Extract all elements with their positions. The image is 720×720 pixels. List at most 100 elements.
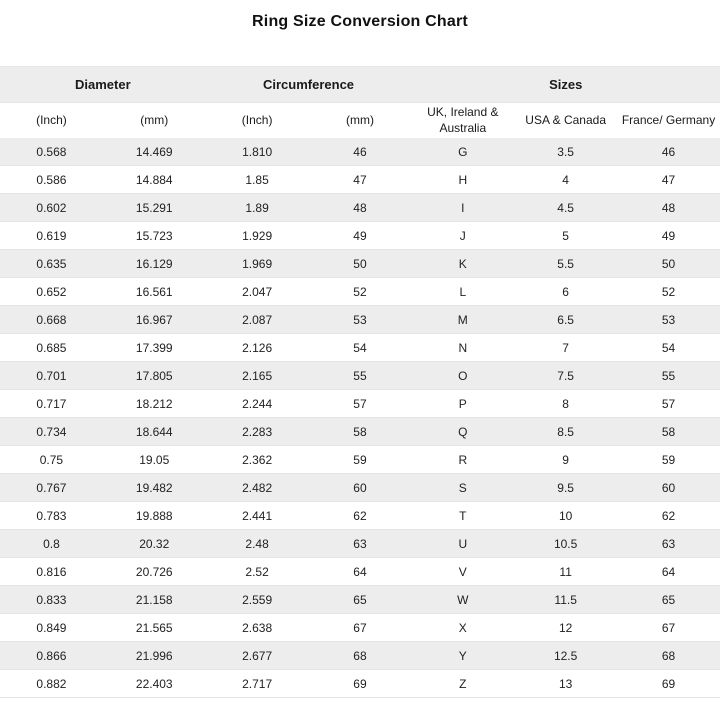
column-header-uk-ireland-australia: UK, Ireland & Australia [411,102,515,138]
table-cell: 2.717 [205,669,309,698]
table-cell: 2.52 [205,557,309,586]
group-header-circumference: Circumference [205,66,412,103]
table-cell: Y [411,641,515,670]
table-cell: 0.586 [0,165,103,194]
table-cell: 47 [308,165,412,194]
table-cell: 16.561 [102,277,206,306]
table-cell: 55 [617,361,720,390]
table-cell: 60 [308,473,412,502]
table-cell: L [411,277,515,306]
table-cell: 0.619 [0,221,103,250]
table-cell: 64 [617,557,720,586]
table-cell: 22.403 [102,669,206,698]
table-cell: 0.866 [0,641,103,670]
table-cell: O [411,361,515,390]
table-cell: Z [411,669,515,698]
table-cell: 50 [308,249,412,278]
table-cell: 6.5 [514,305,618,334]
table-cell: 62 [308,501,412,530]
table-cell: 21.996 [102,641,206,670]
table-cell: 17.805 [102,361,206,390]
table-cell: 0.734 [0,417,103,446]
table-cell: 20.32 [102,529,206,558]
table-row: 0.734 18.644 2.283 58 Q 8.5 58 [0,417,720,446]
table-cell: 54 [308,333,412,362]
table-cell: 58 [308,417,412,446]
table-cell: 0.783 [0,501,103,530]
group-header-diameter: Diameter [0,66,206,103]
table-cell: K [411,249,515,278]
table-cell: 0.849 [0,613,103,642]
table-cell: 48 [617,193,720,222]
table-cell: U [411,529,515,558]
group-header-sizes: Sizes [411,66,720,103]
table-cell: 1.89 [205,193,309,222]
table-cell: 47 [617,165,720,194]
table-cell: 64 [308,557,412,586]
table-cell: 52 [308,277,412,306]
table-cell: 16.967 [102,305,206,334]
table-cell: 46 [617,138,720,166]
table-row: 0.668 16.967 2.087 53 M 6.5 53 [0,305,720,334]
table-cell: 0.882 [0,669,103,698]
table-row: 0.701 17.805 2.165 55 O 7.5 55 [0,361,720,390]
table-cell: 14.884 [102,165,206,194]
table-row: 0.586 14.884 1.85 47 H 4 47 [0,165,720,194]
table-cell: 13 [514,669,618,698]
table-cell: 20.726 [102,557,206,586]
table-cell: S [411,473,515,502]
table-cell: 2.362 [205,445,309,474]
table-cell: 2.48 [205,529,309,558]
table-cell: 0.8 [0,529,103,558]
table-cell: 50 [617,249,720,278]
group-header-row: Diameter Circumference Sizes [0,66,720,103]
table-cell: 14.469 [102,138,206,166]
table-cell: 2.677 [205,641,309,670]
table-cell: 2.559 [205,585,309,614]
table-cell: 0.652 [0,277,103,306]
table-cell: 0.568 [0,138,103,166]
table-cell: J [411,221,515,250]
table-cell: 11 [514,557,618,586]
table-cell: 49 [617,221,720,250]
table-cell: 0.816 [0,557,103,586]
table-cell: 0.602 [0,193,103,222]
table-cell: W [411,585,515,614]
table-cell: Q [411,417,515,446]
table-cell: 15.291 [102,193,206,222]
table-cell: 9 [514,445,618,474]
table-cell: 57 [617,389,720,418]
table-row: 0.783 19.888 2.441 62 T 10 62 [0,501,720,530]
table-cell: 67 [308,613,412,642]
table-cell: 2.482 [205,473,309,502]
table-row: 0.717 18.212 2.244 57 P 8 57 [0,389,720,418]
table-cell: 0.685 [0,333,103,362]
column-header-usa-canada: USA & Canada [514,102,618,138]
table-row: 0.685 17.399 2.126 54 N 7 54 [0,333,720,362]
table-cell: H [411,165,515,194]
table-cell: 19.482 [102,473,206,502]
table-row: 0.866 21.996 2.677 68 Y 12.5 68 [0,641,720,670]
table-row: 0.849 21.565 2.638 67 X 12 67 [0,613,720,642]
column-header-inch: (Inch) [205,102,309,138]
table-cell: G [411,138,515,166]
table-cell: 48 [308,193,412,222]
table-cell: 0.75 [0,445,103,474]
column-header-mm: (mm) [308,102,412,138]
table-cell: M [411,305,515,334]
table-cell: 68 [617,641,720,670]
table-cell: 2.087 [205,305,309,334]
table-cell: 18.644 [102,417,206,446]
table-cell: 7.5 [514,361,618,390]
table-cell: 69 [617,669,720,698]
table-cell: 19.888 [102,501,206,530]
table-cell: 2.126 [205,333,309,362]
table-cell: 2.283 [205,417,309,446]
table-cell: R [411,445,515,474]
table-cell: 60 [617,473,720,502]
table-cell: 62 [617,501,720,530]
table-header: Diameter Circumference Sizes (Inch) (mm) (In… [0,66,720,138]
table-row: 0.767 19.482 2.482 60 S 9.5 60 [0,473,720,502]
table-cell: 46 [308,138,412,166]
table-cell: 0.701 [0,361,103,390]
